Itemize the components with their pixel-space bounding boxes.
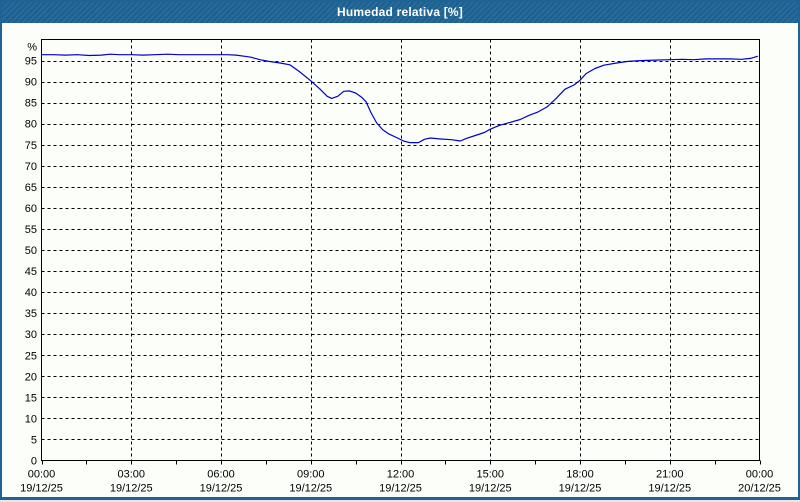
x-tick-date-label: 20/12/25 bbox=[738, 483, 781, 495]
x-tick-time-label: 15:00 bbox=[476, 469, 504, 481]
y-tick-label: 90 bbox=[25, 77, 37, 89]
x-tick-time-label: 03:00 bbox=[117, 469, 145, 481]
x-tick-date-label: 19/12/25 bbox=[200, 483, 243, 495]
y-tick-label: 20 bbox=[25, 371, 37, 383]
x-tick-time-label: 00:00 bbox=[28, 469, 56, 481]
x-tick-date-label: 19/12/25 bbox=[289, 483, 332, 495]
y-tick-label: 45 bbox=[25, 266, 37, 278]
window-title: Humedad relativa [%] bbox=[336, 5, 464, 19]
y-tick-label: 25 bbox=[25, 350, 37, 362]
x-tick-time-label: 18:00 bbox=[566, 469, 594, 481]
y-tick-label: 85 bbox=[25, 98, 37, 110]
x-tick-date-label: 19/12/25 bbox=[469, 483, 512, 495]
x-tick-date-label: 19/12/25 bbox=[379, 483, 422, 495]
y-tick-label: 35 bbox=[25, 308, 37, 320]
x-tick-date-label: 19/12/25 bbox=[110, 483, 153, 495]
y-tick-label: 0 bbox=[31, 456, 37, 468]
y-tick-label: 5 bbox=[31, 434, 37, 446]
y-tick-label: 80 bbox=[25, 119, 37, 131]
y-tick-label: 65 bbox=[25, 182, 37, 194]
x-tick-time-label: 06:00 bbox=[207, 469, 235, 481]
y-tick-label: 10 bbox=[25, 413, 37, 425]
y-tick-label: 70 bbox=[25, 161, 37, 173]
y-tick-label: 40 bbox=[25, 287, 37, 299]
x-tick-date-label: 19/12/25 bbox=[20, 483, 63, 495]
y-tick-label: 55 bbox=[25, 224, 37, 236]
humidity-line-chart: 0 5 10 15 20 25 30 35 40 45 50 55 60 65 70 75 80 85 90 95% 0… bbox=[20, 39, 781, 495]
chart-area: 0 5 10 15 20 25 30 35 40 45 50 55 60 65 70 75 80 85 90 95% 0… bbox=[2, 23, 798, 497]
y-tick-label: 30 bbox=[25, 329, 37, 341]
window-titlebar: Humedad relativa [%] bbox=[2, 2, 798, 23]
x-tick-date-label: 19/12/25 bbox=[559, 483, 602, 495]
y-tick-label: 75 bbox=[25, 140, 37, 152]
y-tick-label: 95 bbox=[25, 56, 37, 68]
plot-frame bbox=[41, 39, 760, 461]
y-axis-unit-label: % bbox=[27, 42, 37, 54]
x-tick-time-label: 12:00 bbox=[387, 469, 415, 481]
y-tick-label: 50 bbox=[25, 245, 37, 257]
y-tick-label: 60 bbox=[25, 203, 37, 215]
humidity-series-line bbox=[40, 53, 759, 144]
y-tick-label: 15 bbox=[25, 392, 37, 404]
x-tick-date-label: 19/12/25 bbox=[648, 483, 691, 495]
x-tick-time-label: 00:00 bbox=[746, 469, 774, 481]
x-tick-time-label: 21:00 bbox=[656, 469, 684, 481]
x-tick-time-label: 09:00 bbox=[297, 469, 325, 481]
